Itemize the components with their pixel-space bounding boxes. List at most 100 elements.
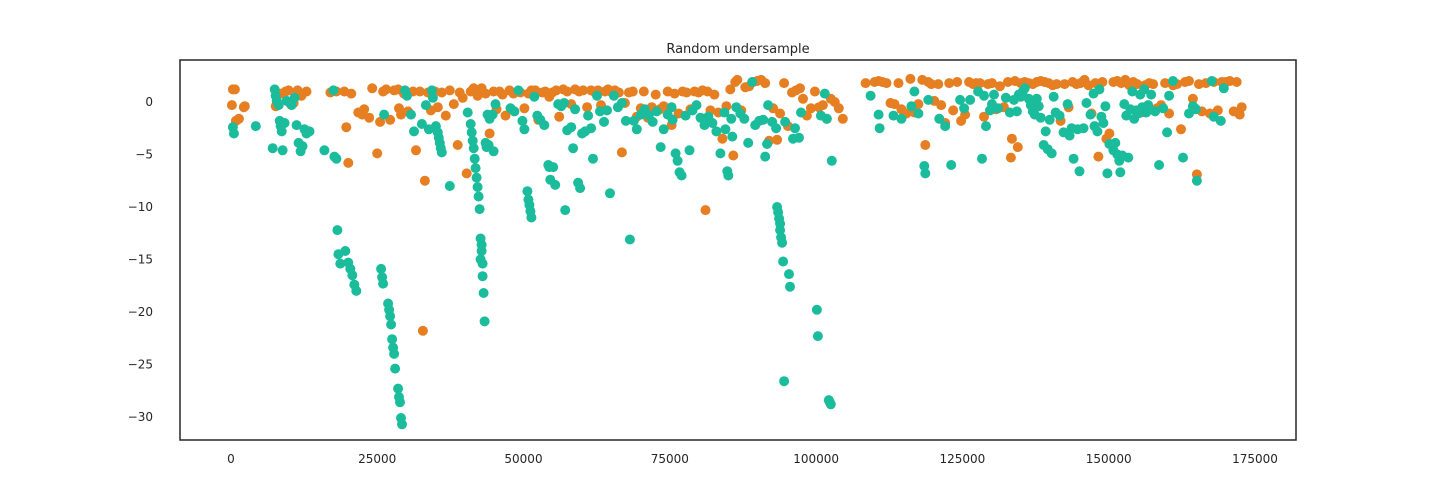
data-point	[1115, 167, 1126, 178]
data-point	[548, 162, 559, 173]
data-point	[739, 113, 750, 124]
data-point	[763, 100, 774, 111]
data-point	[920, 140, 931, 150]
data-point	[717, 133, 728, 144]
plot-frame	[179, 59, 1297, 441]
data-point	[372, 148, 383, 159]
data-point	[620, 115, 631, 126]
data-point	[1164, 90, 1175, 101]
data-point	[955, 94, 966, 105]
data-point	[229, 84, 240, 95]
data-point	[351, 285, 362, 296]
data-point	[796, 107, 806, 118]
data-point	[560, 205, 571, 216]
data-point	[795, 83, 805, 94]
data-point	[726, 113, 737, 124]
data-point	[367, 83, 378, 94]
data-point	[586, 123, 597, 134]
data-point	[470, 163, 481, 174]
data-point	[888, 110, 899, 121]
data-point	[386, 319, 397, 330]
data-point	[1006, 133, 1017, 144]
data-point	[865, 90, 876, 101]
data-point	[379, 109, 390, 120]
x-tick-label: 150000	[1086, 452, 1132, 466]
data-point	[1094, 84, 1105, 95]
data-point	[490, 99, 501, 110]
data-point	[785, 281, 795, 292]
x-tick-label: 125000	[939, 452, 985, 466]
data-point	[331, 153, 342, 164]
data-point	[1215, 115, 1226, 126]
data-point	[727, 131, 738, 142]
data-point	[699, 120, 710, 131]
data-point	[582, 102, 593, 113]
data-point	[896, 113, 907, 124]
data-point	[893, 78, 904, 89]
data-point	[790, 123, 800, 134]
x-axis-ticks: 0 25000 50000 75000 100000 125000 150000 175000	[227, 452, 1278, 466]
data-point	[301, 86, 312, 97]
data-point	[989, 89, 999, 100]
data-point	[811, 304, 822, 315]
data-point	[414, 86, 425, 97]
data-point	[723, 170, 734, 181]
data-point	[944, 78, 955, 89]
data-point	[1074, 166, 1085, 177]
x-tick-label: 0	[227, 452, 235, 466]
data-point	[522, 186, 533, 197]
data-point	[562, 86, 573, 97]
data-point	[817, 100, 828, 111]
data-point	[468, 83, 479, 94]
data-point	[651, 106, 662, 117]
data-point	[936, 100, 947, 111]
data-point	[1158, 103, 1169, 114]
data-point	[364, 112, 375, 123]
data-point	[416, 119, 427, 129]
data-point	[402, 90, 412, 101]
data-point	[1176, 124, 1186, 135]
data-point	[778, 256, 789, 267]
data-point	[959, 103, 970, 114]
data-point	[784, 269, 794, 280]
data-point	[279, 118, 290, 128]
data-point	[462, 107, 473, 118]
data-point	[772, 134, 783, 145]
data-point	[436, 87, 447, 98]
data-point	[684, 145, 695, 156]
y-tick-label: 0	[145, 95, 153, 109]
data-point	[550, 179, 561, 190]
data-point	[480, 88, 491, 99]
data-point	[715, 148, 726, 159]
data-point	[647, 116, 658, 127]
data-point	[477, 271, 488, 282]
data-point	[747, 77, 758, 87]
data-point	[539, 120, 550, 131]
data-point	[409, 126, 419, 137]
data-point	[709, 89, 720, 100]
data-point	[719, 107, 730, 118]
data-point	[276, 126, 287, 137]
data-point	[923, 94, 934, 105]
data-point	[993, 103, 1003, 114]
data-point	[426, 85, 437, 96]
data-point	[975, 78, 985, 89]
data-point	[387, 334, 398, 345]
data-point	[592, 90, 602, 101]
data-point	[905, 73, 916, 84]
data-point	[273, 100, 284, 111]
y-tick-label: −10	[128, 200, 153, 214]
data-point	[519, 103, 530, 114]
data-point	[672, 155, 683, 166]
data-point	[707, 118, 718, 128]
data-point	[467, 135, 478, 146]
data-point	[926, 79, 937, 90]
data-point	[667, 114, 678, 125]
data-point	[1154, 160, 1165, 170]
data-point	[570, 104, 581, 115]
data-point	[1102, 168, 1113, 179]
data-point	[457, 92, 468, 103]
data-point	[1093, 151, 1104, 162]
data-point	[436, 147, 447, 158]
